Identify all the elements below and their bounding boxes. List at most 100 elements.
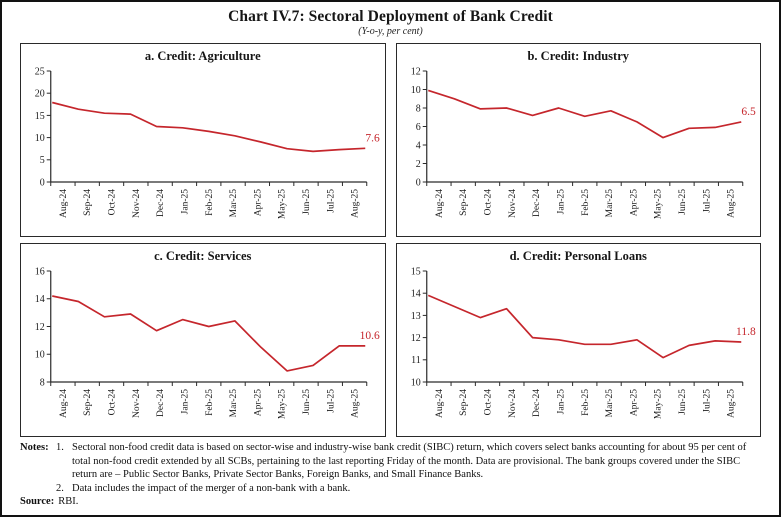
x-tick-label: Jan-25 — [556, 189, 566, 215]
x-tick-label: Mar-25 — [229, 389, 239, 418]
x-tick-label: Jun-25 — [677, 389, 687, 415]
x-tick-label: Jul-25 — [326, 189, 336, 213]
x-tick-label: Oct-24 — [483, 189, 493, 216]
x-tick-label: Feb-25 — [205, 189, 215, 216]
end-value-label: 10.6 — [360, 330, 380, 342]
y-tick-label: 14 — [410, 289, 420, 300]
x-tick-label: Jun-25 — [677, 189, 687, 215]
x-tick-label: Oct-24 — [483, 389, 493, 416]
x-tick-label: Nov-24 — [507, 389, 517, 418]
x-tick-label: Apr-25 — [253, 189, 263, 216]
x-tick-label: Jun-25 — [302, 189, 312, 215]
y-tick-label: 0 — [40, 178, 45, 189]
x-tick-label: Aug-25 — [351, 189, 361, 218]
y-tick-label: 16 — [35, 267, 45, 278]
y-tick-label: 6 — [415, 122, 420, 133]
x-tick-label: Oct-24 — [108, 389, 118, 416]
y-tick-label: 12 — [410, 67, 420, 78]
x-tick-label: Aug-25 — [726, 189, 736, 218]
source-label: Source: — [20, 496, 55, 508]
line-chart-agriculture: 0 5 10 15 20 25 Aug-24 Sep-24 Oct-24 Nov-24 Dec-24… — [35, 67, 380, 220]
note-item-2: 2. Data includes the impact of the merge… — [20, 482, 761, 495]
end-value-label: 11.8 — [736, 326, 756, 338]
chart-main-title: Chart IV.7: Sectoral Deployment of Bank … — [228, 8, 553, 25]
panel-services: c. Credit: Services 8 10 12 14 16 Aug-24 Sep-2… — [20, 243, 386, 438]
data-line — [427, 89, 741, 139]
source-row: Source: RBI. — [20, 495, 761, 508]
panel-title-personal-loans: d. Credit: Personal Loans — [509, 249, 647, 264]
x-tick-label: Jul-25 — [326, 389, 336, 413]
panel-title-industry: b. Credit: Industry — [527, 49, 630, 64]
note-text: Sectoral non-food credit data is based o… — [72, 442, 747, 481]
data-line — [427, 294, 741, 359]
x-tick-label: Apr-25 — [253, 389, 263, 416]
y-tick-label: 10 — [35, 350, 45, 361]
y-tick-label: 10 — [410, 85, 420, 96]
axes — [50, 71, 367, 183]
y-tick-label: 11 — [411, 356, 421, 367]
y-tick-label: 10 — [410, 378, 420, 389]
y-tick-label: 2 — [415, 159, 420, 170]
x-tick-label: May-25 — [653, 189, 663, 219]
line-chart-services: 8 10 12 14 16 Aug-24 Sep-24 Oct-24 Nov-24 Dec-24 J… — [35, 267, 380, 420]
x-tick-label: Aug-24 — [434, 189, 444, 218]
x-tick-label: Dec-24 — [156, 189, 166, 217]
y-tick-label: 10 — [35, 133, 45, 144]
x-tick-label: Aug-25 — [726, 389, 736, 418]
panels-grid: a. Credit: Agriculture 0 5 10 15 20 25 Aug-24 S… — [20, 43, 761, 438]
x-tick-label: Jan-25 — [180, 189, 190, 215]
y-tick-label: 20 — [35, 89, 45, 100]
x-tick-label: Aug-24 — [59, 389, 69, 418]
panel-personal-loans: d. Credit: Personal Loans 10 11 12 13 14 15 Au… — [395, 243, 761, 438]
x-tick-label: Jan-25 — [556, 389, 566, 415]
x-tick-label: Jun-25 — [302, 389, 312, 415]
x-tick-label: Dec-24 — [532, 389, 542, 417]
x-tick-label: Oct-24 — [108, 189, 118, 216]
y-tick-label: 12 — [410, 333, 420, 344]
x-tick-label: Aug-24 — [59, 189, 69, 218]
x-tick-label: Sep-24 — [459, 389, 469, 416]
note-text: Data includes the impact of the merger o… — [72, 482, 351, 494]
axes — [425, 271, 743, 383]
note-number: 2. — [56, 482, 64, 494]
x-tick-label: May-25 — [278, 389, 288, 419]
chart-subtitle: (Y-o-y, per cent) — [358, 26, 423, 38]
y-tick-label: 5 — [40, 156, 45, 167]
x-tick-label: Feb-25 — [205, 389, 215, 416]
x-tick-label: Nov-24 — [507, 189, 517, 218]
y-tick-label: 8 — [415, 104, 420, 115]
y-tick-label: 4 — [415, 141, 420, 152]
notes-label: Notes: — [20, 442, 49, 454]
x-tick-label: Jul-25 — [702, 389, 712, 413]
y-tick-label: 14 — [35, 295, 45, 306]
panel-title-agriculture: a. Credit: Agriculture — [144, 49, 261, 64]
axes — [425, 71, 743, 183]
x-tick-label: Feb-25 — [580, 389, 590, 416]
x-tick-label: Sep-24 — [83, 389, 93, 416]
y-tick-label: 8 — [40, 378, 45, 389]
end-value-label: 7.6 — [365, 133, 380, 145]
x-tick-label: May-25 — [653, 389, 663, 419]
x-tick-label: May-25 — [278, 189, 288, 219]
x-tick-label: Nov-24 — [132, 189, 142, 218]
data-line — [52, 295, 366, 373]
note-item-1: Notes: 1. Sectoral non-food credit data … — [20, 441, 761, 481]
x-tick-label: Jan-25 — [180, 389, 190, 415]
x-tick-label: Apr-25 — [629, 389, 639, 416]
x-tick-label: Mar-25 — [605, 189, 615, 218]
x-tick-label: Dec-24 — [156, 389, 166, 417]
y-tick-label: 13 — [410, 311, 420, 322]
x-tick-label: Jul-25 — [702, 189, 712, 213]
x-tick-label: Mar-25 — [605, 389, 615, 418]
x-tick-label: Feb-25 — [580, 189, 590, 216]
data-line — [52, 102, 366, 153]
x-tick-label: Mar-25 — [229, 189, 239, 218]
notes-section: Notes: 1. Sectoral non-food credit data … — [20, 441, 761, 508]
source-text: RBI. — [58, 496, 79, 508]
y-tick-label: 15 — [410, 267, 420, 278]
y-tick-label: 25 — [35, 67, 45, 78]
note-number: 1. — [56, 442, 64, 454]
x-tick-label: Aug-24 — [434, 389, 444, 418]
panel-title-services: c. Credit: Services — [154, 249, 252, 264]
